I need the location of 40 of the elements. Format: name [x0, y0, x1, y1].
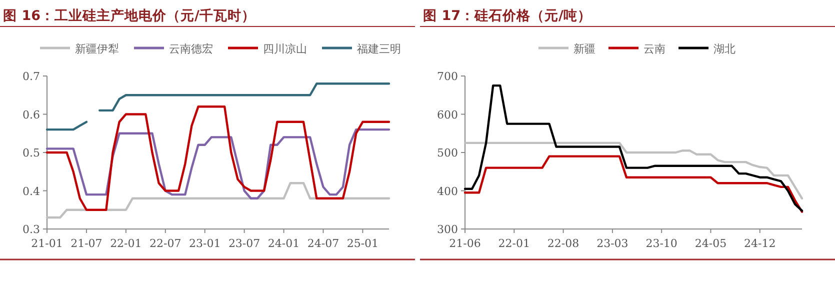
legend-label: 四川凉山: [263, 42, 307, 56]
line-series: [464, 84, 804, 212]
x-tick-label: 23-03: [596, 237, 628, 250]
y-tick-label: 400: [437, 184, 458, 198]
y-tick-label: 0.6: [22, 108, 40, 122]
x-tick-label: 24-05: [694, 237, 727, 250]
x-tick-label: 25-01: [346, 237, 379, 250]
line-series: [46, 128, 390, 200]
y-tick-label: 0.5: [22, 146, 40, 160]
x-tick-label: 21-07: [70, 237, 102, 250]
x-tick-label: 23-07: [228, 237, 260, 250]
y-tick-label: 500: [437, 146, 458, 160]
y-tick-label: 0.7: [22, 70, 40, 83]
y-tick-label: 600: [437, 108, 458, 122]
line-series: [46, 106, 390, 211]
x-tick-label: 22-07: [150, 237, 182, 250]
chart-title: 图 16：工业硅主产地电价（元/千瓦时）: [3, 7, 256, 24]
x-tick-label: 24-07: [307, 237, 340, 250]
x-tick-label: 23-01: [188, 237, 221, 250]
x-tick-label: 22-08: [547, 237, 580, 250]
line-series: [464, 155, 804, 213]
legend-label: 新疆: [574, 42, 596, 56]
x-tick-label: 23-10: [646, 237, 678, 250]
y-tick-label: 0.3: [22, 223, 40, 236]
y-tick-label: 700: [437, 70, 458, 83]
x-tick-label: 21-06: [449, 237, 481, 250]
legend-label: 湖北: [714, 42, 736, 56]
y-tick-label: 0.4: [22, 184, 40, 198]
x-tick-label: 21-01: [31, 237, 63, 250]
chart-title: 图 17：硅石价格（元/吨）: [423, 8, 592, 24]
legend-label: 福建三明: [357, 42, 401, 56]
x-tick-label: 22-01: [498, 237, 530, 250]
x-tick-label: 24-01: [268, 237, 300, 250]
legend-label: 云南德宏: [169, 42, 213, 56]
legend-label: 新疆伊犁: [75, 42, 119, 56]
line-series: [464, 142, 804, 200]
x-tick-label: 24-12: [744, 237, 776, 250]
y-tick-label: 300: [437, 223, 458, 236]
x-tick-label: 22-01: [110, 237, 142, 250]
legend-label: 云南: [644, 42, 666, 56]
